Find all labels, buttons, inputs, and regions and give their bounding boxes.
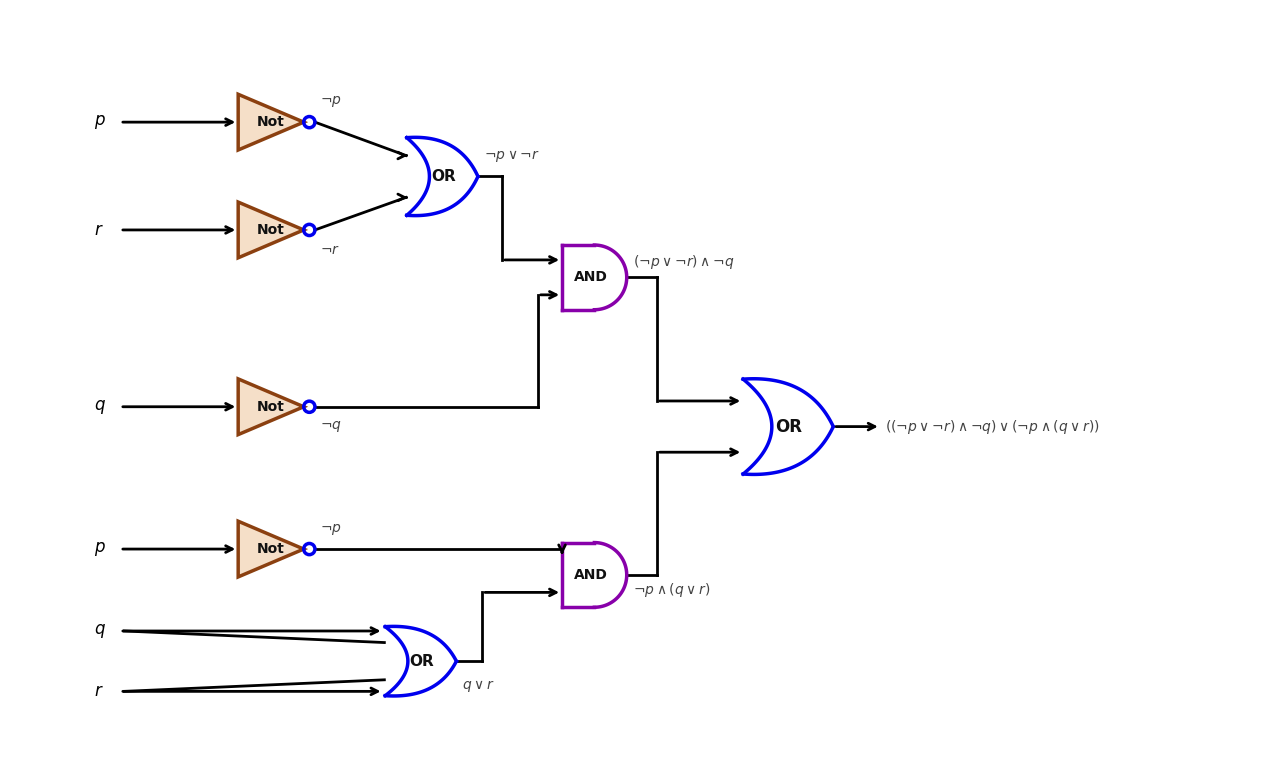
Text: $\neg p \vee \neg r$: $\neg p \vee \neg r$ [484, 147, 541, 164]
Text: OR: OR [775, 418, 802, 435]
Polygon shape [238, 521, 303, 577]
Text: $r$: $r$ [94, 682, 103, 700]
Text: $p$: $p$ [94, 540, 106, 558]
Text: $\neg q$: $\neg q$ [320, 419, 342, 434]
Text: $((\neg p \vee \neg r) \wedge \neg q) \vee (\neg p \wedge (q \vee r))$: $((\neg p \vee \neg r) \wedge \neg q) \v… [885, 418, 1100, 435]
Text: $r$: $r$ [94, 221, 103, 239]
Text: OR: OR [431, 169, 456, 184]
Text: $q$: $q$ [94, 398, 106, 416]
Polygon shape [238, 94, 303, 150]
Text: AND: AND [574, 568, 608, 582]
Text: OR: OR [409, 654, 435, 668]
Text: $q$: $q$ [94, 622, 106, 640]
Text: Not: Not [258, 400, 284, 414]
Text: $\neg r$: $\neg r$ [320, 243, 340, 257]
Polygon shape [238, 379, 303, 435]
Text: $(\neg p \vee \neg r) \wedge \neg q$: $(\neg p \vee \neg r) \wedge \neg q$ [632, 253, 734, 271]
Text: Not: Not [258, 115, 284, 129]
Text: $p$: $p$ [94, 113, 106, 131]
Text: $\neg p \wedge (q \vee r)$: $\neg p \wedge (q \vee r)$ [632, 581, 710, 599]
Text: Not: Not [258, 223, 284, 237]
Polygon shape [238, 202, 303, 258]
Text: $\neg p$: $\neg p$ [320, 522, 342, 537]
Text: Not: Not [258, 542, 284, 556]
Text: $q \vee r$: $q \vee r$ [463, 679, 495, 694]
Text: AND: AND [574, 270, 608, 284]
Text: $\neg p$: $\neg p$ [320, 94, 342, 109]
